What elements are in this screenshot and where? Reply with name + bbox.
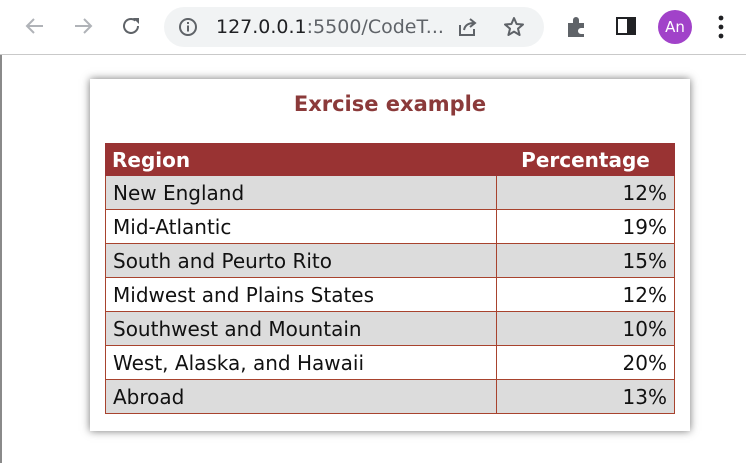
table-row: New England 12% [105, 175, 675, 210]
star-icon[interactable] [502, 15, 526, 39]
table-row: West, Alaska, and Hawaii 20% [105, 345, 675, 380]
percentage-cell: 15% [496, 243, 675, 278]
info-icon[interactable] [178, 17, 198, 37]
reload-icon [123, 17, 139, 34]
page-title: Exrcise example [293, 92, 487, 116]
table-row: Abroad 13% [105, 379, 675, 414]
url-host: 127.0.0.1 [216, 16, 307, 38]
back-button[interactable] [18, 9, 52, 43]
content-card: Exrcise example Region Percentage New En… [90, 79, 690, 431]
reload-button[interactable] [114, 9, 148, 43]
url-text[interactable]: 127.0.0.1:5500/CodeT... [216, 16, 444, 38]
percentage-cell: 20% [496, 345, 675, 380]
column-header-percentage: Percentage [496, 143, 675, 176]
percentage-cell: 13% [496, 379, 675, 414]
region-cell: Abroad [105, 379, 497, 414]
region-cell: New England [105, 175, 497, 210]
address-bar[interactable]: 127.0.0.1:5500/CodeT... [164, 7, 544, 47]
table-header-row: Region Percentage [105, 143, 675, 176]
share-icon[interactable] [456, 15, 480, 39]
data-table: Region Percentage New England 12% Mid-At… [105, 143, 675, 414]
region-cell: Southwest and Mountain [105, 311, 497, 346]
percentage-cell: 12% [496, 175, 675, 210]
table-row: Southwest and Mountain 10% [105, 311, 675, 346]
percentage-cell: 19% [496, 209, 675, 244]
forward-button[interactable] [66, 9, 100, 43]
column-header-region: Region [105, 143, 497, 176]
percentage-cell: 10% [496, 311, 675, 346]
arrow-right-icon [75, 18, 93, 34]
table-row: South and Peurto Rito 15% [105, 243, 675, 278]
region-cell: West, Alaska, and Hawaii [105, 345, 497, 380]
region-cell: South and Peurto Rito [105, 243, 497, 278]
page-viewport: Exrcise example Region Percentage New En… [0, 55, 746, 463]
profile-avatar[interactable]: An [658, 10, 692, 44]
table-row: Mid-Atlantic 19% [105, 209, 675, 244]
extensions-puzzle-icon[interactable] [564, 14, 590, 40]
browser-toolbar: 127.0.0.1:5500/CodeT... An [0, 0, 746, 55]
more-vert-icon[interactable] [716, 14, 726, 40]
url-path: :5500/CodeT... [306, 16, 444, 38]
arrow-left-icon [25, 18, 43, 34]
region-cell: Midwest and Plains States [105, 277, 497, 312]
percentage-cell: 12% [496, 277, 675, 312]
table-row: Midwest and Plains States 12% [105, 277, 675, 312]
side-panel-icon[interactable] [614, 14, 638, 38]
region-cell: Mid-Atlantic [105, 209, 497, 244]
